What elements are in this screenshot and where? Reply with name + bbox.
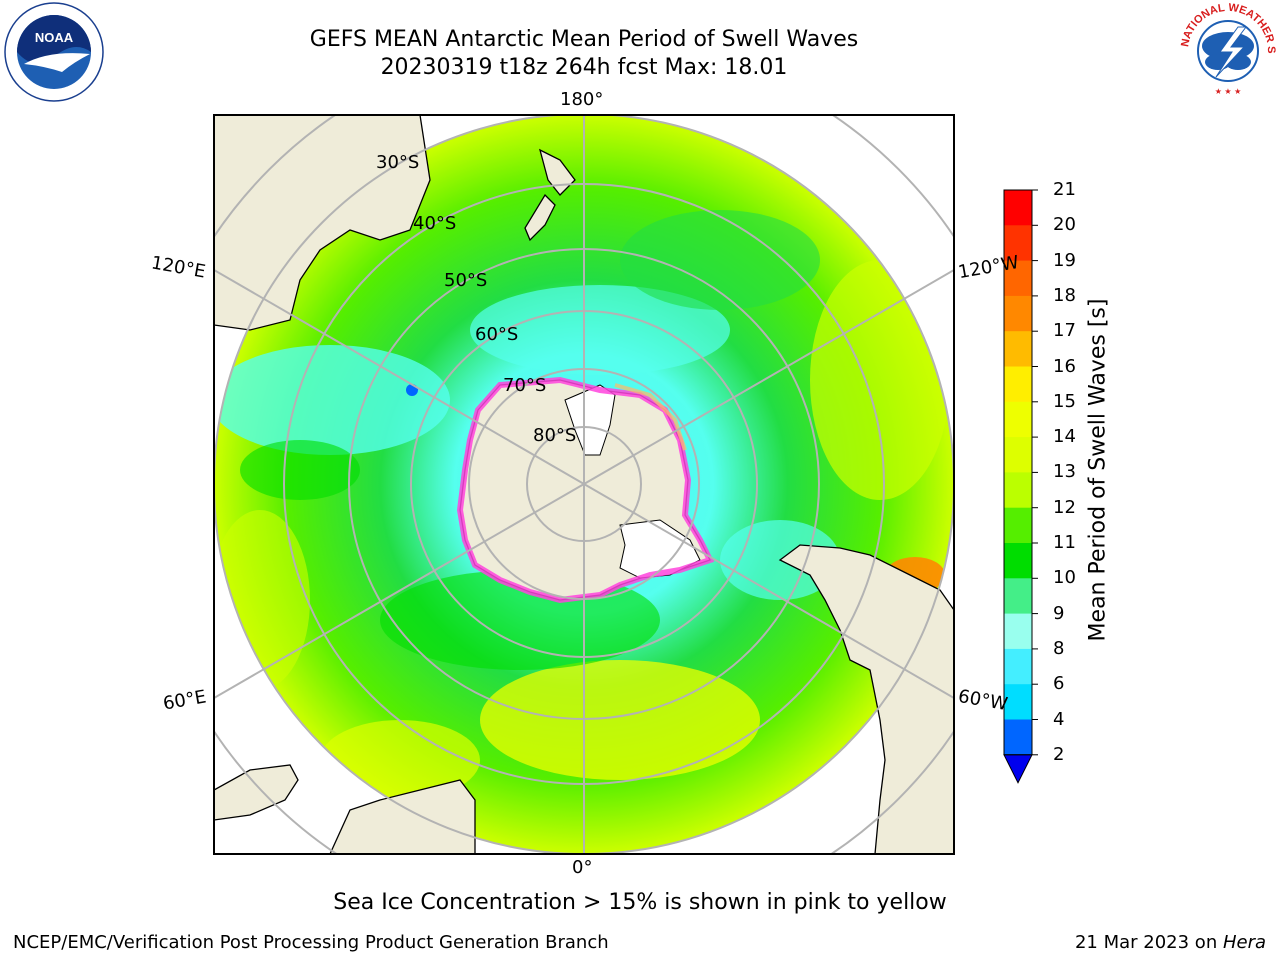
latitude-label: 80°S [533,425,577,446]
colorbar-segment [1004,225,1032,262]
colorbar-tick-label: 17 [1053,320,1076,342]
colorbar-tick-label: 12 [1053,496,1076,518]
footer-date-text: 21 Mar 2023 on [1074,932,1223,953]
colorbar-tick-label: 18 [1053,284,1076,306]
ronne-ice-shelf [619,519,701,579]
colorbar-segment [1004,684,1032,720]
colorbar-segment [1004,366,1032,403]
noaa-logo: NOAA [4,2,104,102]
colorbar-tick-label: 8 [1053,637,1065,659]
meridian-label-0: 0° [572,857,593,878]
colorbar-extend-arrow [1003,754,1033,784]
colorbar-segment [1004,507,1032,544]
colorbar-segment [1004,190,1032,226]
footer-branch: NCEP/EMC/Verification Post Processing Pr… [13,932,609,953]
colorbar-segment [1004,648,1032,685]
sea-ice-edge [456,376,715,604]
sea-ice-note: Sea Ice Concentration > 15% is shown in … [333,890,947,915]
colorbar-segment [1004,719,1032,756]
latitude-label: 60°S [475,324,519,345]
colorbar-tick-label: 14 [1053,426,1076,448]
footer-date: 21 Mar 2023 on Hera [1075,932,1266,953]
colorbar-tick-label: 11 [1053,532,1076,553]
graticule [214,115,954,854]
colorbar-tick-label: 10 [1053,567,1076,589]
colorbar-segment [1004,437,1032,473]
map-frame [213,114,955,855]
colorbar-tick-label: 19 [1053,249,1076,271]
colorbar-tick-label: 20 [1053,214,1076,236]
colorbar-tick-label: 15 [1053,390,1076,412]
colorbar-tick-label: 21 [1053,179,1076,200]
nws-logo: NATIONAL WEATHER SERVICE ★ ★ ★ [1178,2,1277,98]
colorbar [1003,189,1038,784]
colorbar-title: Mean Period of Swell Waves [s] [1085,298,1111,642]
colorbar-segment [1004,543,1032,579]
latitude-label: 50°S [444,270,488,291]
svg-text:★ ★ ★: ★ ★ ★ [1215,87,1242,96]
colorbar-tick-label: 9 [1053,602,1065,624]
colorbar-segment [1004,613,1032,650]
colorbar-tick-label: 13 [1053,461,1076,483]
colorbar-tick-label: 2 [1053,743,1065,765]
latitude-label: 70°S [503,375,547,396]
colorbar-segment [1004,331,1032,367]
meridian-label-180: 180° [560,89,604,110]
ross-ice-shelf [564,384,616,456]
footer-host: Hera [1222,932,1266,953]
colorbar-segment [1004,578,1032,615]
latitude-label: 40°S [413,213,457,234]
latitude-label: 30°S [376,152,420,173]
colorbar-segment [1004,472,1032,509]
colorbar-tick-label: 16 [1053,355,1076,377]
chart-subtitle: 20230319 t18z 264h fcst Max: 18.01 [380,55,788,80]
colorbar-segment [1004,260,1032,297]
colorbar-segment [1004,401,1032,438]
colorbar-tick-label: 4 [1053,708,1065,730]
colorbar-tick-label: 6 [1053,673,1065,695]
svg-text:NOAA: NOAA [35,30,74,45]
chart-title: GEFS MEAN Antarctic Mean Period of Swell… [309,27,859,52]
colorbar-segment [1004,295,1032,332]
